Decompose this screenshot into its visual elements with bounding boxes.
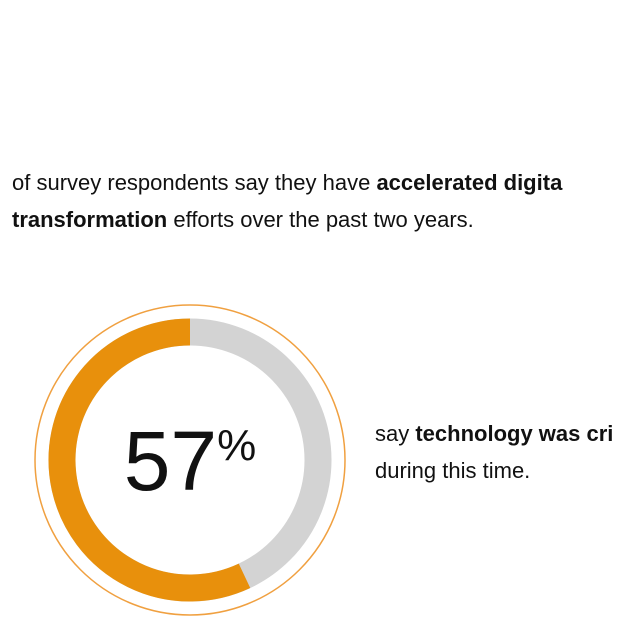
bold-text: accelerated digita [376, 170, 563, 195]
text: of survey respondents say they have [12, 170, 377, 195]
text-line: transformation efforts over the past two… [12, 201, 562, 238]
caption-text: say technology was cri during this time. [375, 415, 613, 489]
value-label: 57% [124, 414, 257, 508]
bold-text: technology was cri [415, 421, 614, 446]
text-line: during this time. [375, 452, 613, 489]
value-number: 57 [124, 414, 217, 508]
outer-ring [34, 304, 346, 616]
text-line: say technology was cri [375, 415, 613, 452]
donut-arc [48, 318, 251, 602]
text: say [375, 421, 416, 446]
bold-text: transformation [12, 207, 168, 232]
text: during this time. [375, 458, 531, 483]
text: efforts over the past two years. [167, 207, 474, 232]
value-unit: % [217, 421, 256, 470]
donut-chart: 57% [34, 304, 346, 616]
text-line: of survey respondents say they have acce… [12, 164, 562, 201]
intro-text: of survey respondents say they have acce… [12, 164, 562, 238]
